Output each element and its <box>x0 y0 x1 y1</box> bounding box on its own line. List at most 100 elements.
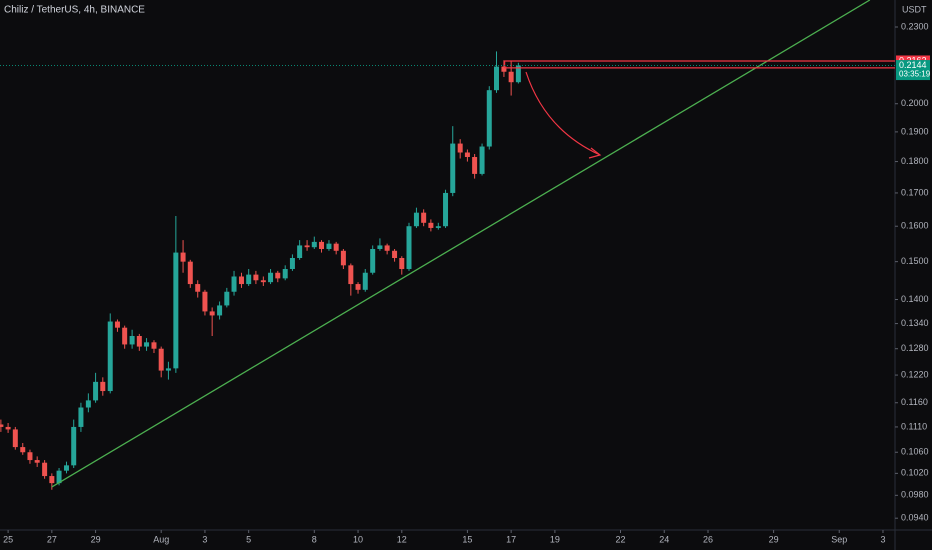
candle-body <box>202 291 208 312</box>
candle-body <box>114 321 120 328</box>
y-tick-label: 0.1800 <box>901 156 929 166</box>
candle-body <box>151 342 157 349</box>
x-tick-label: 17 <box>506 534 516 544</box>
current-price-bg <box>896 60 930 81</box>
candle-body <box>56 470 62 484</box>
x-tick-label: 3 <box>202 534 207 544</box>
x-tick-label: Sep <box>831 534 847 544</box>
x-tick-label: Aug <box>153 534 169 544</box>
candle-body <box>238 276 244 285</box>
candle-body <box>377 245 383 249</box>
x-tick-label: 29 <box>91 534 101 544</box>
y-tick-label: 0.1500 <box>901 256 929 266</box>
countdown: 03:35:19 <box>899 70 931 79</box>
candle-body <box>224 291 230 306</box>
candle-body <box>260 280 266 283</box>
y-tick-label: 0.1280 <box>901 343 929 353</box>
candle-body <box>297 245 303 259</box>
candle-body <box>406 226 412 270</box>
candle-body <box>493 66 499 91</box>
y-tick-label: 0.1220 <box>901 369 929 379</box>
x-tick-label: 3 <box>880 534 885 544</box>
y-tick-label: 0.1160 <box>901 397 928 407</box>
candle-body <box>486 90 492 147</box>
candle-body <box>464 152 470 158</box>
candle-body <box>63 465 69 471</box>
candle-body <box>42 462 48 477</box>
candle-body <box>421 212 427 223</box>
candle-body <box>515 65 521 83</box>
candle-body <box>100 381 106 392</box>
candle-body <box>209 311 215 316</box>
candle-body <box>231 276 237 292</box>
candle-body <box>428 222 434 228</box>
candle-body <box>122 327 128 345</box>
candle-body <box>392 250 398 259</box>
candle-body <box>173 252 179 369</box>
candle-body <box>217 305 223 316</box>
candle-body <box>319 241 325 249</box>
candle-body <box>333 243 339 251</box>
candle-body <box>136 335 142 347</box>
candle-body <box>20 447 26 453</box>
candle-body <box>355 284 361 290</box>
chart-title: Chiliz / TetherUS, 4h, BINANCE <box>4 5 145 16</box>
trendline <box>51 0 871 488</box>
candle-body <box>435 226 441 228</box>
candle-body <box>348 265 354 285</box>
x-tick-label: 25 <box>3 534 13 544</box>
candle-body <box>165 368 171 371</box>
candle-body <box>34 460 40 463</box>
candle-body <box>49 476 55 484</box>
candle-body <box>472 157 478 174</box>
candle-body <box>129 335 135 345</box>
candle-body <box>289 258 295 270</box>
x-tick-label: 27 <box>47 534 57 544</box>
x-tick-label: 24 <box>659 534 669 544</box>
y-tick-label: 0.0940 <box>901 513 929 523</box>
y-tick-label: 0.1060 <box>901 447 929 457</box>
candle-body <box>12 429 18 448</box>
x-tick-label: 5 <box>246 534 251 544</box>
y-tick-label: 0.1600 <box>901 221 929 231</box>
candle-body <box>370 248 376 273</box>
x-tick-label: 26 <box>703 534 713 544</box>
candle-body <box>107 321 113 392</box>
y-tick-label: 0.1700 <box>901 187 929 197</box>
arrow-head <box>588 147 602 159</box>
y-tick-label: 0.1340 <box>901 318 929 328</box>
candle-body <box>27 452 33 461</box>
x-tick-label: 15 <box>462 534 472 544</box>
candle-body <box>399 258 405 270</box>
y-tick-label: 0.1400 <box>901 294 929 304</box>
x-tick-label: 12 <box>397 534 407 544</box>
candle-body <box>268 272 274 283</box>
candle-body <box>93 381 99 401</box>
candle-body <box>304 245 310 248</box>
y-tick-label: 0.2000 <box>901 98 929 108</box>
y-tick-label: 0.0980 <box>901 490 929 500</box>
y-unit: USDT <box>902 4 927 14</box>
y-tick-label: 0.1020 <box>901 468 929 478</box>
candle-body <box>384 245 390 251</box>
candle-body <box>5 426 11 430</box>
candle-body <box>195 284 201 292</box>
x-tick-label: 8 <box>312 534 317 544</box>
candle-body <box>508 71 514 83</box>
y-tick-label: 0.1900 <box>901 126 929 136</box>
candle-body <box>413 212 419 227</box>
candle-body <box>0 424 4 427</box>
candle-body <box>311 241 317 248</box>
candle-body <box>246 274 252 285</box>
candle-body <box>187 261 193 285</box>
candle-body <box>479 146 485 174</box>
candle-body <box>282 269 288 279</box>
arrow-curve <box>525 71 601 156</box>
candle-body <box>450 143 456 193</box>
x-tick-label: 29 <box>769 534 779 544</box>
candle-body <box>253 274 259 281</box>
candle-body <box>457 143 463 153</box>
x-tick-label: 19 <box>550 534 560 544</box>
